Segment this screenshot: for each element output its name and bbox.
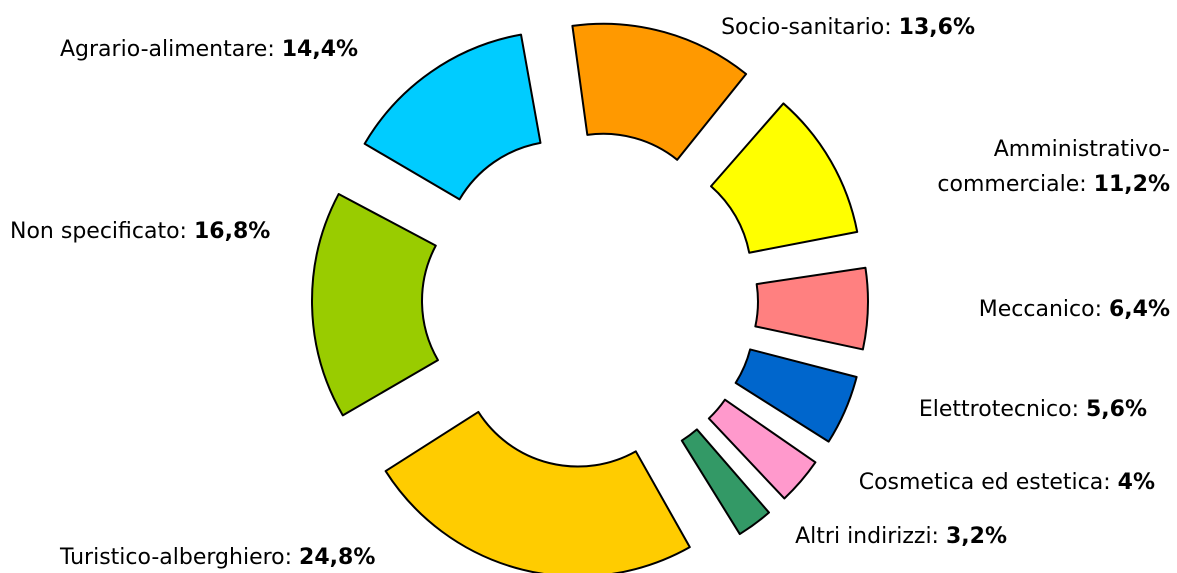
donut-segment <box>754 266 869 351</box>
donut-segment <box>710 102 859 254</box>
slice-label: Meccanico: <box>979 297 1102 322</box>
slice-label: Turistico-alberghiero: <box>59 545 292 570</box>
label-line: Amministrativo- <box>994 137 1170 162</box>
slice-label: Elettrotecnico: <box>919 397 1079 422</box>
donut-segment <box>311 193 439 417</box>
donut-segment <box>734 348 858 443</box>
value-label: 5,6% <box>1086 397 1147 422</box>
slice-label: Non specificato: <box>10 219 187 244</box>
value-label: 3,2% <box>946 524 1007 549</box>
value-label: 24,8% <box>299 545 375 570</box>
slice-label: Altri indirizzi: <box>795 524 939 549</box>
donut-segment <box>707 398 817 500</box>
value-label: 16,8% <box>194 219 270 244</box>
slice-label: Socio-sanitario: <box>721 15 892 40</box>
donut-segment <box>571 22 748 161</box>
donut-segment <box>680 428 770 536</box>
slice-label: Cosmetica ed estetica: <box>859 470 1111 495</box>
value-label: 4% <box>1118 470 1155 495</box>
label-line: commerciale: <box>937 172 1086 197</box>
value-label: 11,2% <box>1094 172 1170 197</box>
slice-label: Agrario-alimentare: <box>60 37 275 62</box>
slice-label: Amministrativo-commerciale: <box>937 137 1170 197</box>
value-label: 6,4% <box>1109 297 1170 322</box>
donut-segment <box>384 410 691 573</box>
donut-segment <box>363 33 542 201</box>
value-label: 14,4% <box>282 37 358 62</box>
value-label: 13,6% <box>899 15 975 40</box>
